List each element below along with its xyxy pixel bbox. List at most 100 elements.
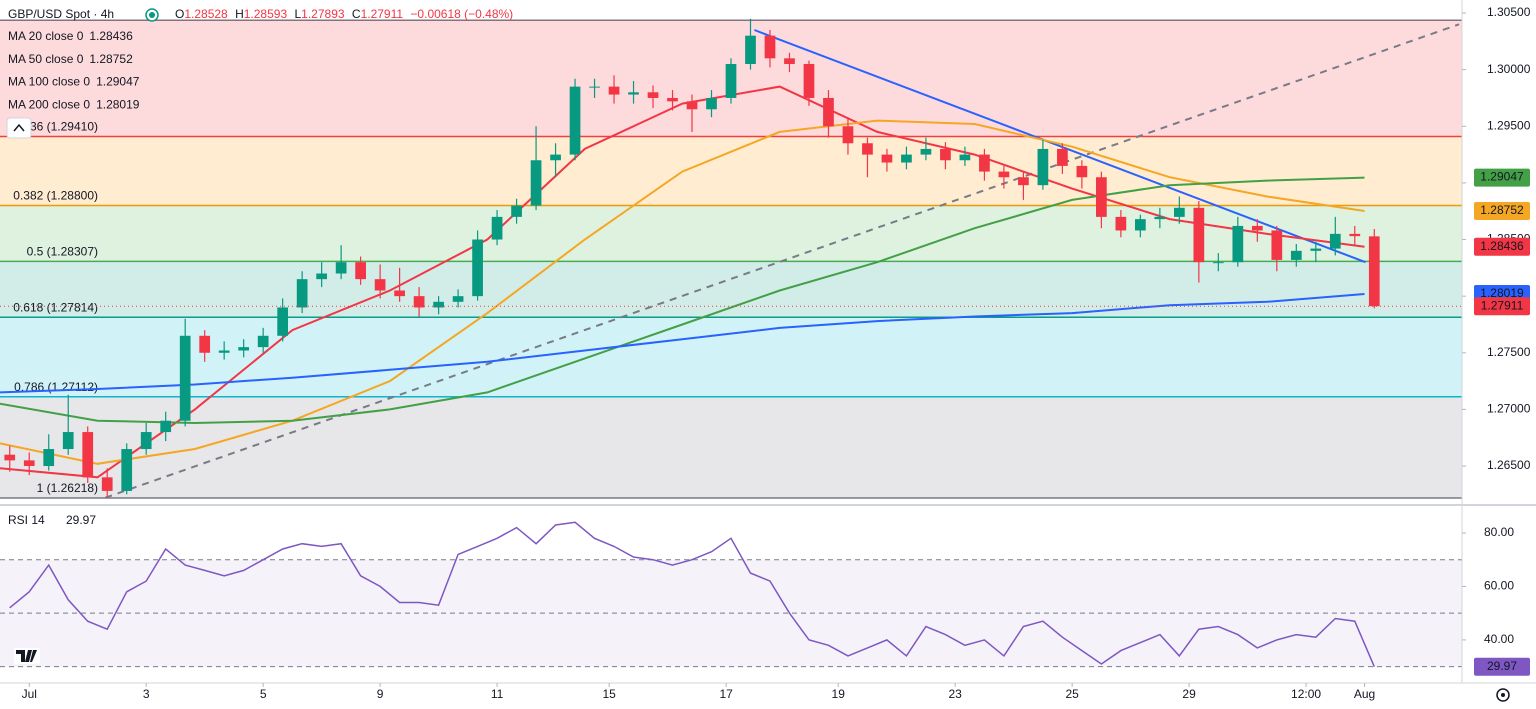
y-tick-label: 1.29500 bbox=[1487, 118, 1531, 132]
x-tick-label: 15 bbox=[602, 687, 616, 701]
fib-label: 36 (1.29410) bbox=[30, 120, 98, 134]
candle-body bbox=[179, 335, 191, 421]
candle-body bbox=[355, 262, 366, 280]
candle-body bbox=[335, 262, 347, 274]
ohlc-value: 1.28593 bbox=[244, 7, 288, 21]
fib-band bbox=[0, 317, 1462, 397]
rsi-tag: 29.97 bbox=[1487, 659, 1517, 673]
ma-price-tag: 1.28019 bbox=[1480, 286, 1524, 300]
ohlc-value: 1.28528 bbox=[184, 7, 228, 21]
settings-icon[interactable] bbox=[1496, 688, 1510, 702]
legend-name: MA 200 close 0 bbox=[8, 97, 90, 111]
x-tick-label: 25 bbox=[1065, 687, 1079, 701]
candle-body bbox=[296, 279, 308, 308]
candle-body bbox=[1271, 230, 1283, 260]
candle-body bbox=[277, 307, 289, 336]
candle-body bbox=[218, 350, 230, 353]
settings-ring bbox=[1496, 688, 1510, 702]
x-tick-label: 29 bbox=[1182, 687, 1196, 701]
last-price-tag: 1.27911 bbox=[1481, 298, 1524, 312]
x-tick-label: Aug bbox=[1354, 687, 1375, 701]
candle-body bbox=[1368, 236, 1380, 307]
candle-body bbox=[62, 432, 74, 450]
y-tick-label: 1.26500 bbox=[1487, 458, 1531, 472]
moving-average bbox=[0, 176, 1365, 425]
ohlc-value: 1.27911 bbox=[361, 7, 404, 21]
candle-body bbox=[803, 63, 815, 98]
candle-body bbox=[374, 279, 386, 291]
last-price-tag-bg bbox=[1474, 297, 1530, 316]
ma-price-tag: 1.28752 bbox=[1480, 203, 1524, 217]
candle-body bbox=[550, 154, 561, 161]
candle-body bbox=[569, 86, 581, 155]
candle-body bbox=[979, 154, 990, 172]
candle-body bbox=[82, 432, 94, 478]
candle-body bbox=[725, 63, 737, 98]
fib-band bbox=[0, 136, 1462, 206]
candle-body bbox=[433, 301, 444, 308]
logo bbox=[14, 648, 40, 664]
ma-price-tag-bg bbox=[1474, 237, 1530, 256]
candle-body bbox=[823, 97, 834, 127]
x-tick-label: 12:00 bbox=[1291, 687, 1321, 701]
candle-body bbox=[394, 290, 405, 297]
fib-label: 0.5 (1.28307) bbox=[27, 245, 98, 259]
candle-body bbox=[511, 205, 522, 217]
collapse-icon bbox=[13, 123, 25, 132]
candle-body bbox=[589, 86, 600, 88]
candle-body bbox=[764, 35, 776, 59]
x-tick-label: 3 bbox=[143, 687, 150, 701]
rsi-tick-label: 80.00 bbox=[1484, 525, 1514, 539]
y-tick-label: 1.30000 bbox=[1487, 62, 1531, 76]
fib-layer: 36 (1.29410) 0.382 (1.28800) 0.5 (1.28307)… bbox=[0, 19, 1462, 668]
fib-label: 0.382 (1.28800) bbox=[13, 189, 98, 203]
rsi-tick-label: 60.00 bbox=[1484, 579, 1514, 593]
moving-average bbox=[0, 293, 1365, 394]
candle-body bbox=[1134, 219, 1146, 231]
candle-body bbox=[530, 160, 542, 206]
x-tick-label: 9 bbox=[377, 687, 384, 701]
x-tick-label: 5 bbox=[260, 687, 267, 701]
candle-body bbox=[1154, 216, 1166, 220]
candle-body bbox=[1310, 248, 1322, 251]
candle-body bbox=[140, 432, 152, 450]
candle-body bbox=[491, 216, 503, 240]
candle-body bbox=[998, 171, 1010, 178]
candle-body bbox=[745, 35, 756, 64]
collapse-button[interactable] bbox=[6, 117, 32, 139]
candle-body bbox=[4, 454, 16, 461]
candle-body bbox=[1251, 225, 1263, 231]
candle-body bbox=[608, 86, 620, 95]
candle-body bbox=[706, 97, 717, 110]
ohlc-label: C bbox=[352, 7, 361, 21]
candle-body bbox=[238, 347, 250, 351]
change: −0.00618 (−0.48%) bbox=[410, 7, 513, 21]
candle-body bbox=[940, 148, 951, 161]
rsi-value: 29.97 bbox=[66, 513, 96, 527]
legend-value: 1.28436 bbox=[89, 29, 133, 43]
symbol-title: GBP/USD Spot · 4h bbox=[8, 7, 114, 21]
candle-body bbox=[920, 148, 932, 155]
candle-body bbox=[1212, 262, 1224, 264]
candle-body bbox=[452, 296, 464, 302]
candle-body bbox=[667, 97, 678, 102]
candle-body bbox=[160, 420, 172, 433]
ohlc-label: H bbox=[235, 7, 244, 21]
candle-body bbox=[257, 335, 269, 348]
x-tick-label: 19 bbox=[832, 687, 846, 701]
legend-value: 1.28752 bbox=[89, 52, 133, 66]
ohlc-label: L bbox=[294, 7, 301, 21]
candle-body bbox=[121, 449, 133, 491]
fib-label: 1 (1.26218) bbox=[37, 481, 98, 495]
candle-body bbox=[901, 154, 912, 163]
moving-average bbox=[0, 119, 1365, 465]
x-tick-label: 11 bbox=[491, 687, 504, 701]
candle-body bbox=[881, 154, 893, 163]
ma-price-tag-bg bbox=[1474, 201, 1530, 220]
candle-body bbox=[1076, 165, 1088, 178]
rsi-title: RSI 14 bbox=[8, 513, 45, 527]
fib-band bbox=[0, 205, 1462, 262]
